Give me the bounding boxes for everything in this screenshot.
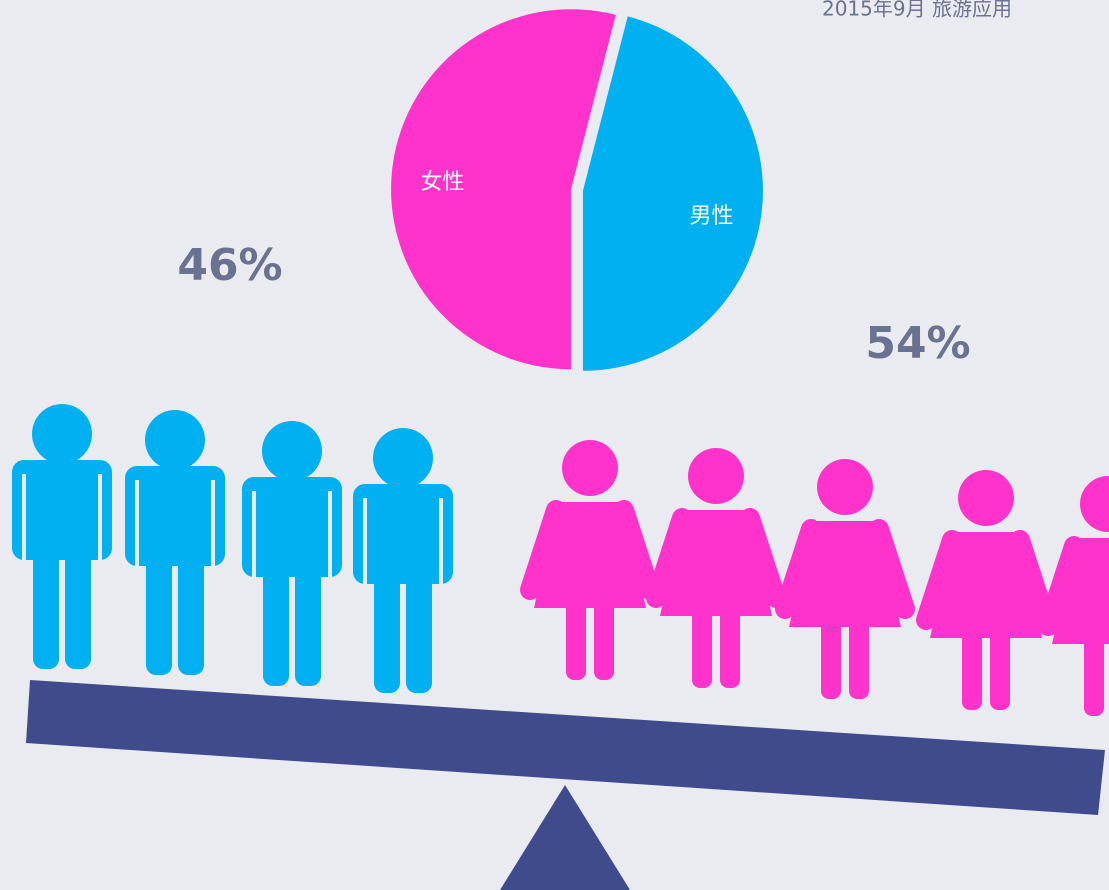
- head: [1080, 476, 1109, 532]
- chart-title: 2015年9月 旅游应用: [822, 0, 1012, 21]
- gap: [98, 474, 102, 564]
- value-label: 54%: [865, 318, 970, 369]
- leg: [594, 600, 614, 680]
- dress: [789, 521, 901, 627]
- leg: [720, 608, 740, 688]
- head: [373, 428, 433, 488]
- dress: [534, 502, 646, 608]
- head: [32, 404, 92, 464]
- man-figure: [125, 410, 225, 675]
- leg: [263, 551, 289, 686]
- head: [562, 440, 618, 496]
- torso: [353, 484, 453, 584]
- man-figure: [353, 428, 453, 693]
- head: [145, 410, 205, 470]
- leg: [295, 551, 321, 686]
- arm: [775, 519, 821, 619]
- pie-slice: [391, 9, 616, 370]
- gap: [252, 491, 256, 581]
- pie-slice: [582, 16, 763, 371]
- gap: [439, 498, 443, 588]
- gap: [211, 480, 215, 570]
- arm: [869, 519, 915, 619]
- woman-figure: [520, 440, 660, 680]
- gap: [328, 491, 332, 581]
- arm: [614, 500, 660, 600]
- arm: [740, 508, 786, 608]
- woman-figure: [646, 448, 786, 688]
- leg: [146, 540, 172, 675]
- arm: [520, 500, 566, 600]
- woman-figure: [916, 470, 1056, 710]
- torso: [242, 477, 342, 577]
- arm: [1010, 530, 1056, 630]
- value-label: 46%: [177, 240, 282, 291]
- dress: [930, 532, 1042, 638]
- leg: [33, 534, 59, 669]
- arm: [916, 530, 962, 630]
- torso: [12, 460, 112, 560]
- leg: [692, 608, 712, 688]
- head: [688, 448, 744, 504]
- gap: [135, 480, 139, 570]
- slice-label: 女性: [420, 170, 464, 195]
- head: [817, 459, 873, 515]
- leg: [821, 619, 841, 699]
- torso: [125, 466, 225, 566]
- gap: [363, 498, 367, 588]
- arm: [1038, 536, 1084, 636]
- people: [12, 404, 1109, 716]
- arm: [646, 508, 692, 608]
- leg: [849, 619, 869, 699]
- leg: [406, 558, 432, 693]
- man-figure: [12, 404, 112, 669]
- head: [958, 470, 1014, 526]
- dress: [1052, 538, 1109, 644]
- leg: [178, 540, 204, 675]
- leg: [1084, 636, 1104, 716]
- woman-figure: [1038, 476, 1109, 716]
- dress: [660, 510, 772, 616]
- woman-figure: [775, 459, 915, 699]
- seesaw-pivot: [500, 785, 630, 890]
- man-figure: [242, 421, 342, 686]
- leg: [990, 630, 1010, 710]
- leg: [962, 630, 982, 710]
- leg: [374, 558, 400, 693]
- head: [262, 421, 322, 481]
- seesaw-beam: [26, 680, 1105, 815]
- leg: [566, 600, 586, 680]
- gap: [22, 474, 26, 564]
- slice-label: 男性: [690, 204, 734, 229]
- leg: [65, 534, 91, 669]
- pie: 男性 女性: [391, 9, 763, 371]
